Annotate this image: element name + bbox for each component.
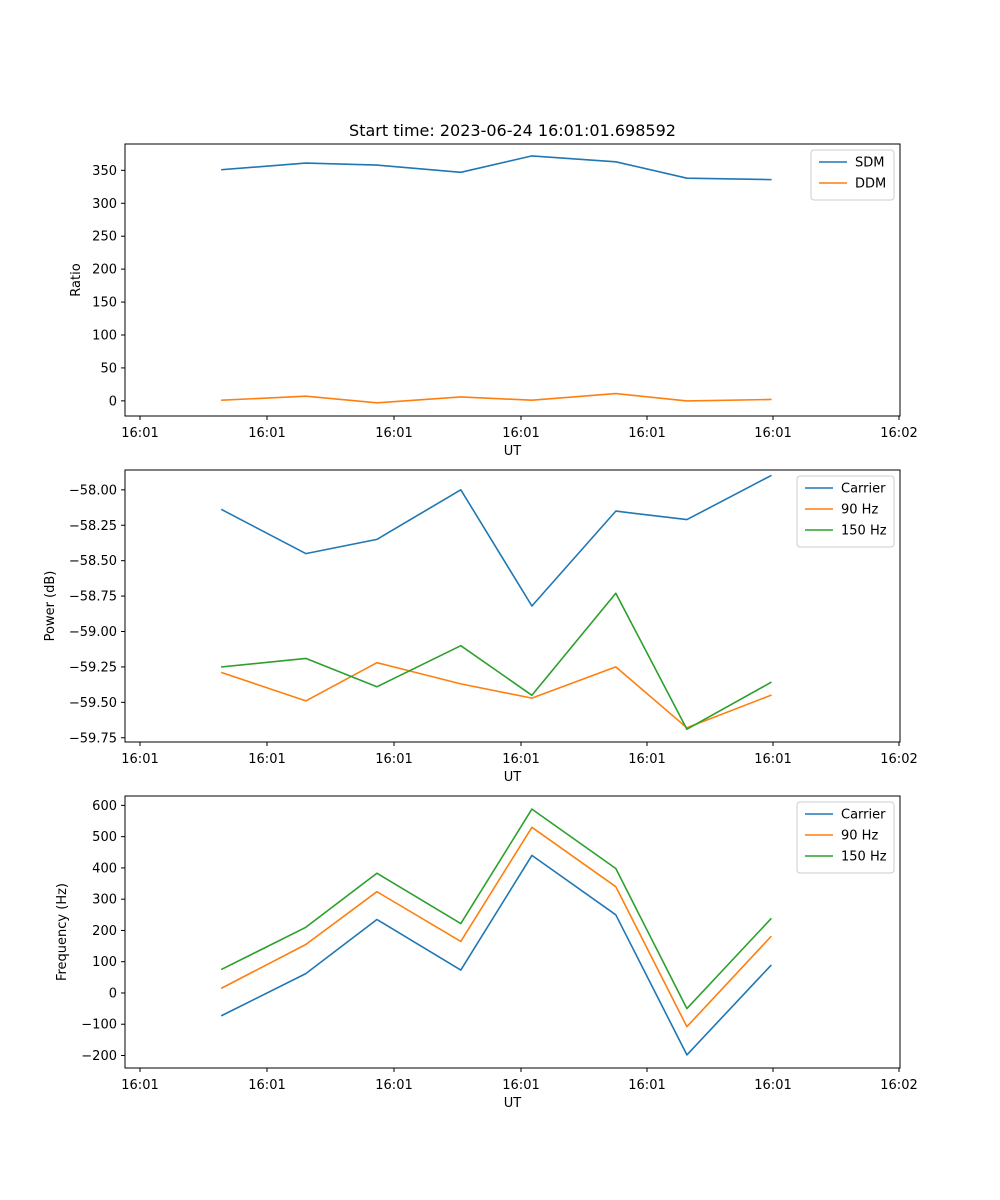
frequency-y-tick-label: 400	[92, 861, 117, 876]
power-y-tick-label: −58.50	[69, 554, 117, 569]
ratio-series-sdm-line	[221, 155, 772, 181]
ratio-y-tick-label: 200	[92, 263, 117, 278]
ratio-x-tick-label: 16:01	[628, 426, 665, 441]
frequency-series-150-hz-line	[220, 808, 772, 1010]
power-x-tick-label: 16:01	[502, 752, 539, 767]
frequency-x-tick-label: 16:01	[248, 1078, 285, 1093]
ratio-y-tick-label: 150	[92, 296, 117, 311]
ratio-x-tick-label: 16:01	[121, 426, 158, 441]
frequency-axes-frame	[124, 795, 901, 1069]
frequency-x-tick-label: 16:02	[880, 1078, 917, 1093]
power-x-tick-label: 16:01	[628, 752, 665, 767]
power-x-tick-label: 16:01	[248, 752, 285, 767]
frequency-y-tick-label: 600	[92, 799, 117, 814]
frequency-y-tick-label: 100	[92, 955, 117, 970]
power-x-tick-label: 16:01	[375, 752, 412, 767]
power-series-carrier-line	[220, 474, 772, 607]
ratio-panel: 16:01 16:01 16:01 16:01 16:01 16:01 16:02 0 50 10…	[69, 143, 918, 459]
ratio-y-axis-label: Ratio	[69, 263, 84, 296]
frequency-y-tick-label: −200	[81, 1049, 117, 1064]
power-y-tick-label: −59.75	[69, 731, 117, 746]
frequency-y-axis-label: Frequency (Hz)	[55, 883, 70, 981]
power-y-tick-label: −59.25	[69, 660, 117, 675]
frequency-x-tick-label: 16:01	[121, 1078, 158, 1093]
ratio-x-tick-label: 16:01	[754, 426, 791, 441]
chart-title: Start time: 2023-06-24 16:01:01.698592	[349, 121, 676, 140]
power-legend-entry: Carrier	[841, 482, 886, 497]
power-x-tick-label: 16:01	[121, 752, 158, 767]
power-y-tick-label: −58.25	[69, 519, 117, 534]
frequency-x-tick-label: 16:01	[502, 1078, 539, 1093]
power-y-axis-label: Power (dB)	[43, 571, 58, 642]
ratio-x-tick-label: 16:01	[502, 426, 539, 441]
frequency-legend-entry: 90 Hz	[841, 829, 878, 844]
power-y-tick-label: −59.50	[69, 696, 117, 711]
frequency-x-tick-label: 16:01	[375, 1078, 412, 1093]
ratio-y-tick-label: 250	[92, 230, 117, 245]
power-axes-frame	[124, 469, 901, 743]
ratio-legend-entry: DDM	[855, 177, 886, 192]
frequency-x-tick-label: 16:01	[628, 1078, 665, 1093]
ratio-legend-entry: SDM	[855, 156, 884, 171]
power-y-tick-label: −58.00	[69, 483, 117, 498]
frequency-y-tick-label: −100	[81, 1018, 117, 1033]
ratio-x-axis-label: UT	[504, 444, 522, 459]
ratio-series-ddm-line	[221, 392, 772, 404]
power-legend-entry: 150 Hz	[841, 524, 887, 539]
power-series-150-hz-line	[221, 592, 772, 731]
frequency-series-carrier-line	[220, 854, 772, 1056]
power-series-90-hz-line	[220, 661, 772, 729]
power-panel: 16:01 16:01 16:01 16:01 16:01 16:01 16:02 −59.7…	[43, 469, 918, 785]
ratio-y-tick-label: 300	[92, 197, 117, 212]
power-x-axis-label: UT	[504, 770, 522, 785]
ratio-y-tick-label: 350	[92, 164, 117, 179]
ratio-y-tick-label: 100	[92, 328, 117, 343]
ratio-x-tick-label: 16:02	[880, 426, 917, 441]
power-x-tick-label: 16:01	[754, 752, 791, 767]
frequency-x-axis-label: UT	[504, 1096, 522, 1111]
ratio-axes-frame	[124, 143, 901, 417]
frequency-panel: 16:01 16:01 16:01 16:01 16:01 16:01 16:02 −200 −…	[55, 795, 918, 1111]
frequency-legend-entry: 150 Hz	[841, 850, 887, 865]
ratio-y-tick-label: 50	[100, 361, 117, 376]
ratio-x-tick-label: 16:01	[375, 426, 412, 441]
frequency-y-tick-label: 500	[92, 830, 117, 845]
frequency-y-tick-label: 0	[109, 986, 117, 1001]
ratio-x-tick-label: 16:01	[248, 426, 285, 441]
power-x-tick-label: 16:02	[880, 752, 917, 767]
ratio-y-tick-label: 0	[109, 394, 117, 409]
frequency-y-tick-label: 300	[92, 893, 117, 908]
frequency-series-90-hz-line	[220, 826, 772, 1028]
frequency-x-tick-label: 16:01	[754, 1078, 791, 1093]
power-y-tick-label: −58.75	[69, 590, 117, 605]
frequency-legend-entry: Carrier	[841, 808, 886, 823]
power-legend-entry: 90 Hz	[841, 503, 878, 518]
power-y-tick-label: −59.00	[69, 625, 117, 640]
frequency-y-tick-label: 200	[92, 924, 117, 939]
